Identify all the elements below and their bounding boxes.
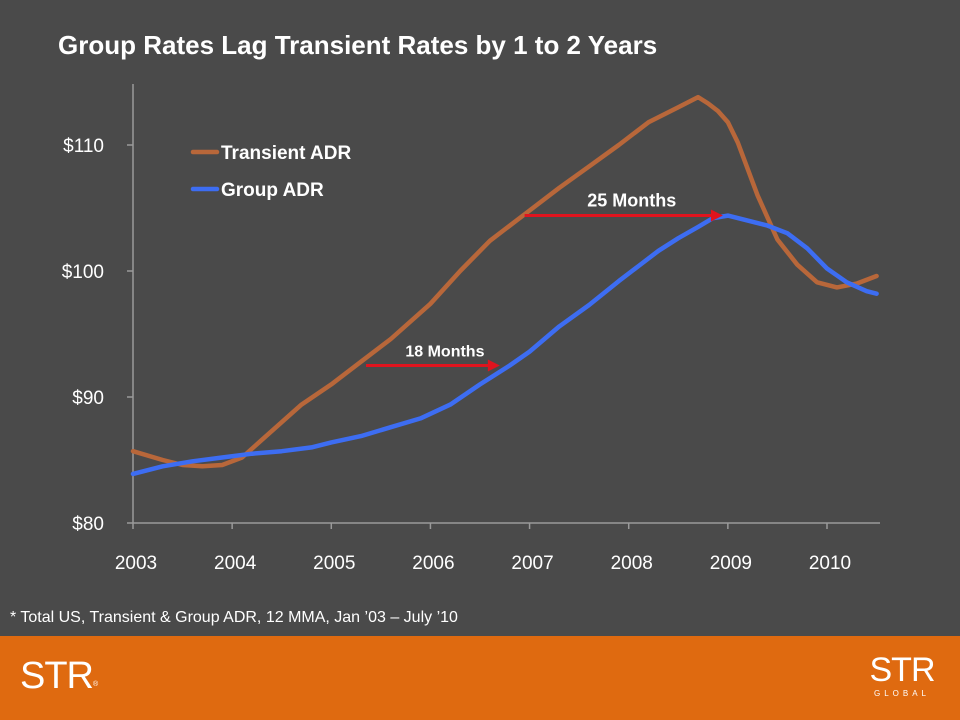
x-tick-label: 2007 xyxy=(511,553,553,574)
annotation-label: 18 Months xyxy=(405,344,484,361)
axis-ticks: $80 $90 $100 $110 2003 2004 2005 2006 2007 2008 20… xyxy=(62,136,851,574)
chart-title: Group Rates Lag Transient Rates by 1 to … xyxy=(58,30,658,60)
annotations: 18 Months 25 Months xyxy=(365,191,723,372)
str-global-logo: STR GLOBAL xyxy=(869,651,936,698)
legend-label: Group ADR xyxy=(221,180,324,201)
x-tick-label: 2003 xyxy=(115,553,157,574)
legend: Transient ADR Group ADR xyxy=(190,143,351,201)
series-lines xyxy=(130,94,879,477)
x-tick-label: 2006 xyxy=(412,553,454,574)
x-tick-label: 2009 xyxy=(710,553,752,574)
legend-label: Transient ADR xyxy=(221,143,351,164)
footnote: * Total US, Transient & Group ADR, 12 MM… xyxy=(10,609,458,626)
annotation-label: 25 Months xyxy=(587,191,676,211)
y-tick-label: $80 xyxy=(72,514,104,535)
annotation-arrowhead xyxy=(710,209,723,222)
y-tick-label: $90 xyxy=(72,388,104,409)
x-tick-label: 2010 xyxy=(809,553,851,574)
footer-bar: STR® STR GLOBAL xyxy=(0,636,960,720)
x-tick-label: 2004 xyxy=(214,553,257,574)
str-logo: STR® xyxy=(20,655,98,697)
y-tick-label: $100 xyxy=(62,262,104,283)
annotation-arrowhead xyxy=(487,359,500,372)
y-tick-label: $110 xyxy=(63,136,104,157)
x-tick-label: 2005 xyxy=(313,553,355,574)
x-tick-label: 2008 xyxy=(611,553,653,574)
line-chart: $80 $90 $100 $110 2003 2004 2005 2006 2007 2008 20… xyxy=(62,84,880,574)
group-adr-line xyxy=(130,213,879,477)
